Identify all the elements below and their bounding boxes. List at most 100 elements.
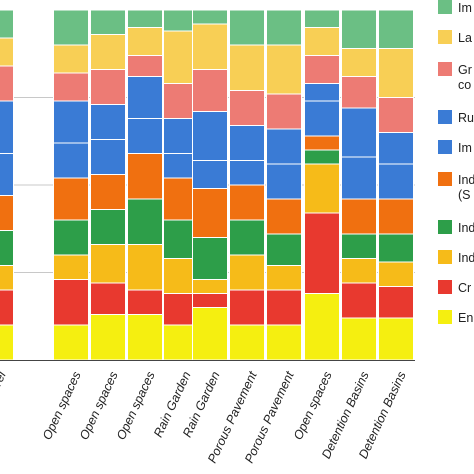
bar-segment-2-9 (90, 9, 126, 35)
bar-segment-2-4 (90, 174, 126, 210)
legend-label-2: Gr (458, 63, 472, 77)
bar-segment-5-9 (192, 9, 228, 25)
bar-segment-6-7 (229, 90, 265, 126)
bar-segment-1-7 (53, 72, 89, 102)
bar-segment-10-5 (378, 163, 414, 200)
bar-segment-7-3 (266, 233, 302, 266)
x-tick-label-0: n Barrel (0, 368, 9, 415)
legend-swatch-6 (438, 220, 452, 234)
legend-swatch-0 (438, 0, 452, 14)
legend-label-6: Ind (458, 221, 474, 235)
bar-segment-9-6 (341, 107, 377, 158)
bar-segment-3-6 (127, 76, 163, 119)
bar-segment-3-7 (127, 55, 163, 77)
bar-segment-8-5 (304, 100, 340, 137)
bar-segment-9-1 (341, 282, 377, 319)
legend-label-4: Im (458, 141, 472, 155)
bar-segment-6-4 (229, 184, 265, 221)
bar-segment-0-6 (0, 100, 14, 154)
bar-segment-7-7 (266, 93, 302, 130)
bar-segment-10-7 (378, 97, 414, 133)
bar-segment-10-2 (378, 261, 414, 287)
bar-segment-9-4 (341, 198, 377, 235)
bar-segment-7-5 (266, 163, 302, 200)
bar-segment-5-5 (192, 160, 228, 189)
bar-segment-1-3 (53, 219, 89, 256)
legend-swatch-4 (438, 140, 452, 154)
legend-label-3: Ru (458, 111, 474, 125)
bar-segment-3-1 (127, 289, 163, 315)
bar-segment-1-0 (53, 324, 89, 361)
legend-swatch-3 (438, 110, 452, 124)
bar-segment-9-9 (341, 9, 377, 49)
bar-segment-8-3 (304, 149, 340, 165)
legend-label-9: En (458, 311, 473, 325)
legend-swatch-9 (438, 310, 452, 324)
bar-segment-10-6 (378, 132, 414, 165)
bar-segment-7-2 (266, 265, 302, 291)
legend-label-0: Im (458, 1, 472, 15)
bar-segment-1-2 (53, 254, 89, 280)
legend-label-1: La (458, 31, 472, 45)
bar-segment-2-3 (90, 209, 126, 245)
bar-segment-9-0 (341, 317, 377, 361)
bar-segment-10-0 (378, 317, 414, 361)
bar-segment-9-8 (341, 48, 377, 77)
bar-segment-6-8 (229, 44, 265, 91)
bar-segment-3-3 (127, 198, 163, 245)
bar-segment-7-8 (266, 44, 302, 95)
bar-segment-1-4 (53, 177, 89, 221)
bar-segment-6-6 (229, 125, 265, 161)
bar-segment-9-7 (341, 76, 377, 109)
bar-segment-5-2 (192, 279, 228, 294)
bar-segment-0-5 (0, 153, 14, 196)
bar-segment-0-0 (0, 324, 14, 361)
legend-label-2-line2: co (458, 78, 471, 92)
bar-segment-2-5 (90, 139, 126, 175)
legend-label-8: Cr (458, 281, 471, 295)
bar-segment-10-1 (378, 286, 414, 319)
bar-segment-10-8 (378, 48, 414, 98)
legend-swatch-2 (438, 62, 452, 76)
bar-segment-6-3 (229, 219, 265, 256)
bar-segment-10-3 (378, 233, 414, 263)
bar-segment-2-7 (90, 69, 126, 105)
bar-segment-8-2 (304, 163, 340, 214)
bar-segment-9-3 (341, 233, 377, 259)
bar-segment-3-9 (127, 9, 163, 28)
bar-segment-5-4 (192, 188, 228, 238)
bar-segment-2-2 (90, 244, 126, 284)
bar-segment-3-2 (127, 244, 163, 291)
bar-segment-7-4 (266, 198, 302, 235)
bar-segment-1-1 (53, 279, 89, 326)
bar-segment-9-5 (341, 156, 377, 200)
bar-segment-8-8 (304, 27, 340, 56)
bar-segment-6-0 (229, 324, 265, 361)
bars (0, 9, 414, 361)
x-tick-label-1: Open spaces (40, 369, 84, 442)
bar-segment-8-7 (304, 55, 340, 84)
bar-segment-1-5 (53, 142, 89, 179)
bar-segment-1-6 (53, 100, 89, 144)
bar-segment-0-3 (0, 230, 14, 266)
bar-segment-7-6 (266, 128, 302, 165)
bar-segment-8-9 (304, 9, 340, 28)
bar-segment-8-0 (304, 293, 340, 361)
bar-segment-1-8 (53, 44, 89, 74)
bar-segment-10-4 (378, 198, 414, 235)
legend-label-7: Ind (458, 251, 474, 265)
legend-swatch-5 (438, 172, 452, 186)
bar-segment-1-9 (53, 9, 89, 46)
bar-segment-5-8 (192, 23, 228, 70)
bar-segment-6-1 (229, 289, 265, 326)
bar-segment-5-1 (192, 293, 228, 308)
bar-segment-7-0 (266, 324, 302, 361)
bar-segment-2-8 (90, 34, 126, 70)
x-tick-label-8: Open spaces (291, 369, 335, 442)
bar-segment-5-7 (192, 69, 228, 112)
bar-segment-9-2 (341, 258, 377, 284)
bar-segment-2-0 (90, 314, 126, 361)
bar-segment-8-1 (304, 212, 340, 294)
